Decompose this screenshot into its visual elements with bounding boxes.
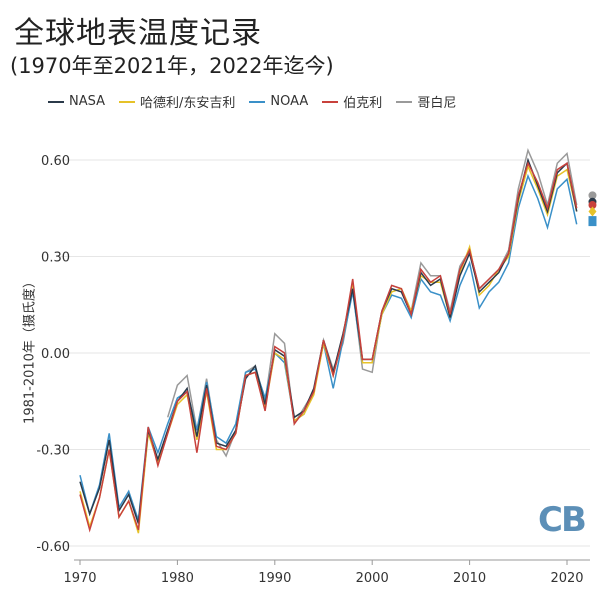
legend-label: 哥白尼 [417,96,457,111]
x-tick-label: 1980 [161,571,194,586]
series-line-1 [79,164,578,534]
x-tick-label: 1990 [258,571,291,586]
y-tick-label: 0.60 [41,154,70,169]
x-tick-label: 1970 [63,571,96,586]
chart-subtitle: (1970年至2021年，2022年迄今) [10,54,334,78]
legend-label: NOAA [270,94,309,109]
legend-item: 哈德利/东安吉利 [119,92,235,111]
legend-label: 哈德利/东安吉利 [140,96,236,111]
legend-swatch [119,100,136,103]
marker-2022 [588,201,597,210]
carbon-brief-logo: CB [538,500,587,540]
legend-swatch [322,100,339,103]
legend-swatch [249,100,266,103]
y-tick-label: 0.00 [41,347,70,362]
series-line-2 [79,173,578,521]
marker-2022 [588,216,597,227]
marker-2022 [588,206,597,217]
y-tick-label: -0.30 [36,444,70,459]
series-line-0 [79,157,578,524]
x-tick-label: 2010 [453,571,486,586]
legend-swatch [48,100,64,103]
legend-swatch [396,100,413,103]
x-tick-label: 2020 [550,571,583,586]
legend: NASA 哈德利/东安吉利 NOAA 伯克利 哥白尼 [48,92,456,111]
x-tick-label: 2000 [356,571,389,586]
marker-2022 [588,191,597,200]
legend-item: 伯克利 [322,92,382,111]
chart-title: 全球地表温度记录 [14,16,262,51]
series-line-4 [166,147,578,458]
legend-item: NASA [48,92,105,111]
legend-label: NASA [69,94,106,109]
y-tick-label: 0.30 [41,250,70,265]
legend-item: 哥白尼 [396,92,456,111]
series-line-3 [79,161,578,533]
y-tick-label: -0.60 [36,540,70,555]
legend-label: 伯克利 [343,96,383,111]
legend-item: NOAA [249,92,308,111]
